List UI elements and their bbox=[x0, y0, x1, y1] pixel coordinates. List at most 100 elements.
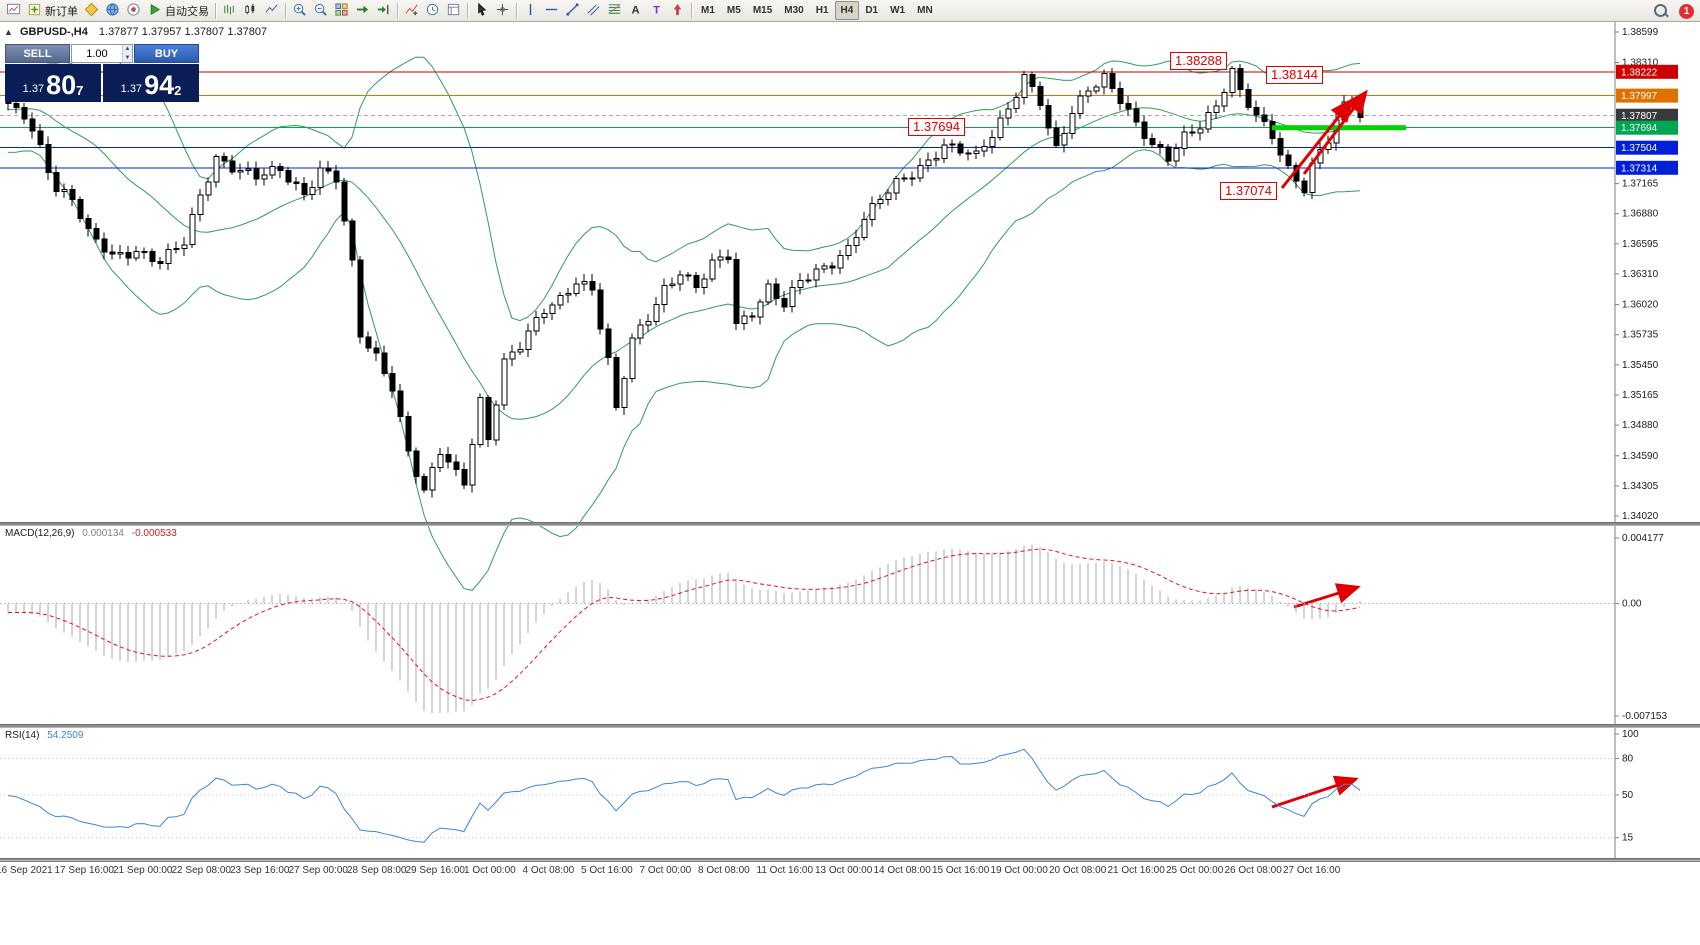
cursor-button[interactable] bbox=[471, 1, 492, 20]
new-chart-button[interactable] bbox=[3, 1, 24, 20]
price-axis-label: 1.34305 bbox=[1622, 481, 1659, 492]
price-tag bbox=[1616, 140, 1678, 155]
horizontal-line-objects[interactable] bbox=[0, 71, 1615, 169]
price-axis-label: 1.35165 bbox=[1622, 390, 1659, 401]
tf-h4-button-label: H4 bbox=[840, 5, 854, 16]
market-watch-button[interactable] bbox=[102, 1, 123, 20]
tf-h4-button[interactable]: H4 bbox=[834, 1, 860, 20]
new-order-button[interactable]: 新订单 bbox=[24, 1, 81, 20]
buy-button[interactable]: BUY bbox=[134, 44, 199, 63]
textT-icon: T bbox=[649, 2, 664, 20]
bar-chart-button[interactable] bbox=[219, 1, 240, 20]
symbol-title: GBPUSD-,H4 bbox=[19, 26, 88, 38]
auto-scroll-button[interactable] bbox=[352, 1, 373, 20]
text-button[interactable]: A bbox=[625, 1, 646, 20]
svg-text:T: T bbox=[653, 4, 660, 16]
price-callout-label[interactable]: 1.38144 bbox=[1266, 66, 1323, 84]
sell-price-display[interactable]: 1.37 80 7 bbox=[5, 64, 101, 102]
tf-h1-button[interactable]: H1 bbox=[810, 1, 835, 20]
toolbar-separator bbox=[285, 2, 286, 19]
candlestick-button[interactable] bbox=[240, 1, 261, 20]
tf-mn-button[interactable]: MN bbox=[911, 1, 939, 20]
vline-icon bbox=[523, 2, 538, 20]
buy-price-display[interactable]: 1.37 94 2 bbox=[103, 64, 199, 102]
scroll-icon bbox=[355, 2, 370, 20]
lot-up-button[interactable]: ▲ bbox=[122, 45, 132, 54]
new-order-button-label: 新订单 bbox=[45, 5, 78, 18]
time-axis-label: 21 Sep 00:00 bbox=[113, 865, 173, 876]
templates-button[interactable] bbox=[443, 1, 464, 20]
rsi-axis-label: 80 bbox=[1622, 753, 1634, 764]
panel-toggle-icon[interactable]: ▲ bbox=[4, 27, 13, 37]
trend-arrow[interactable] bbox=[1271, 775, 1359, 809]
tf-m1-button[interactable]: M1 bbox=[695, 1, 721, 20]
time-axis-label: 17 Sep 16:00 bbox=[54, 865, 115, 876]
horizontal-line-button[interactable] bbox=[541, 1, 562, 20]
label-button[interactable]: T bbox=[646, 1, 667, 20]
tile-windows-button[interactable] bbox=[331, 1, 352, 20]
rsi-axis-label: 100 bbox=[1622, 729, 1639, 740]
price-tag bbox=[1616, 88, 1678, 103]
time-axis-label: 1 Oct 00:00 bbox=[464, 865, 516, 876]
vertical-line-button[interactable] bbox=[520, 1, 541, 20]
price-tag-label: 1.37997 bbox=[1621, 91, 1658, 102]
time-axis-label: 13 Oct 00:00 bbox=[815, 865, 873, 876]
time-axis-label: 15 Oct 16:00 bbox=[932, 865, 990, 876]
cursor-icon bbox=[474, 2, 489, 20]
panel-separator[interactable] bbox=[0, 522, 1700, 526]
time-axis-label: 21 Oct 16:00 bbox=[1107, 865, 1165, 876]
sell-button[interactable]: SELL bbox=[5, 44, 70, 63]
price-callout-label[interactable]: 1.37074 bbox=[1220, 182, 1277, 200]
sell-price-pip: 7 bbox=[76, 83, 84, 98]
data-window-button[interactable] bbox=[123, 1, 144, 20]
indicators-button[interactable] bbox=[401, 1, 422, 20]
price-callout-label[interactable]: 1.38288 bbox=[1170, 52, 1227, 70]
time-axis[interactable]: 16 Sep 2021 17 Sep 16:00 21 Sep 00:00 22 Se… bbox=[0, 861, 1700, 881]
channel-icon bbox=[586, 2, 601, 20]
time-axis-label: 23 Sep 16:00 bbox=[230, 865, 290, 876]
toolbar-separator bbox=[215, 2, 216, 19]
time-axis-label: 14 Oct 08:00 bbox=[873, 865, 931, 876]
tf-m30-button[interactable]: M30 bbox=[778, 1, 809, 20]
arrows-button[interactable] bbox=[667, 1, 688, 20]
time-axis-label: 19 Oct 00:00 bbox=[990, 865, 1048, 876]
zoom-in-button[interactable] bbox=[289, 1, 310, 20]
time-axis-label: 28 Sep 08:00 bbox=[347, 865, 407, 876]
auto-trading-button[interactable]: 自动交易 bbox=[144, 1, 212, 20]
tf-d1-button-label: D1 bbox=[865, 5, 879, 16]
hline-icon bbox=[544, 2, 559, 20]
bollinger-bands[interactable] bbox=[7, 47, 1361, 591]
tf-m5-button[interactable]: M5 bbox=[721, 1, 747, 20]
lot-down-button[interactable]: ▼ bbox=[122, 53, 132, 62]
panel-separator[interactable] bbox=[0, 724, 1700, 728]
trend-arrow-objects[interactable] bbox=[1271, 89, 1368, 809]
line-chart-button[interactable] bbox=[261, 1, 282, 20]
price-axis-label: 1.35735 bbox=[1622, 330, 1659, 341]
trend-arrow[interactable] bbox=[1302, 89, 1368, 175]
periods-button[interactable] bbox=[422, 1, 443, 20]
trend-arrow[interactable] bbox=[1280, 97, 1354, 189]
panel-separator[interactable] bbox=[0, 858, 1700, 861]
price-callout-label[interactable]: 1.37694 bbox=[908, 118, 965, 136]
tf-w1-button[interactable]: W1 bbox=[884, 1, 911, 20]
price-axis-label: 1.34880 bbox=[1622, 420, 1659, 431]
search-icon[interactable] bbox=[1653, 3, 1669, 19]
time-axis-label: 5 Oct 16:00 bbox=[581, 865, 633, 876]
price-axis-label: 1.34020 bbox=[1622, 511, 1659, 522]
rsi-panel: 100 80 50 15 bbox=[0, 729, 1639, 844]
tf-d1-button[interactable]: D1 bbox=[859, 1, 884, 20]
notification-badge[interactable]: 1 bbox=[1679, 3, 1694, 19]
zoom-out-button[interactable] bbox=[310, 1, 331, 20]
channel-button[interactable] bbox=[583, 1, 604, 20]
crosshair-button[interactable] bbox=[492, 1, 513, 20]
lot-size-input[interactable] bbox=[72, 45, 122, 62]
tf-m15-button[interactable]: M15 bbox=[747, 1, 778, 20]
metaeditor-button[interactable] bbox=[81, 1, 102, 20]
price-axis[interactable]: 1.38599 1.38310 1.37165 1.36880 1.36595 1.363… bbox=[1614, 22, 1678, 879]
fibonacci-button[interactable] bbox=[604, 1, 625, 20]
trendline-button[interactable] bbox=[562, 1, 583, 20]
price-axis-label: 1.36880 bbox=[1622, 209, 1659, 220]
chart-shift-button[interactable] bbox=[373, 1, 394, 20]
